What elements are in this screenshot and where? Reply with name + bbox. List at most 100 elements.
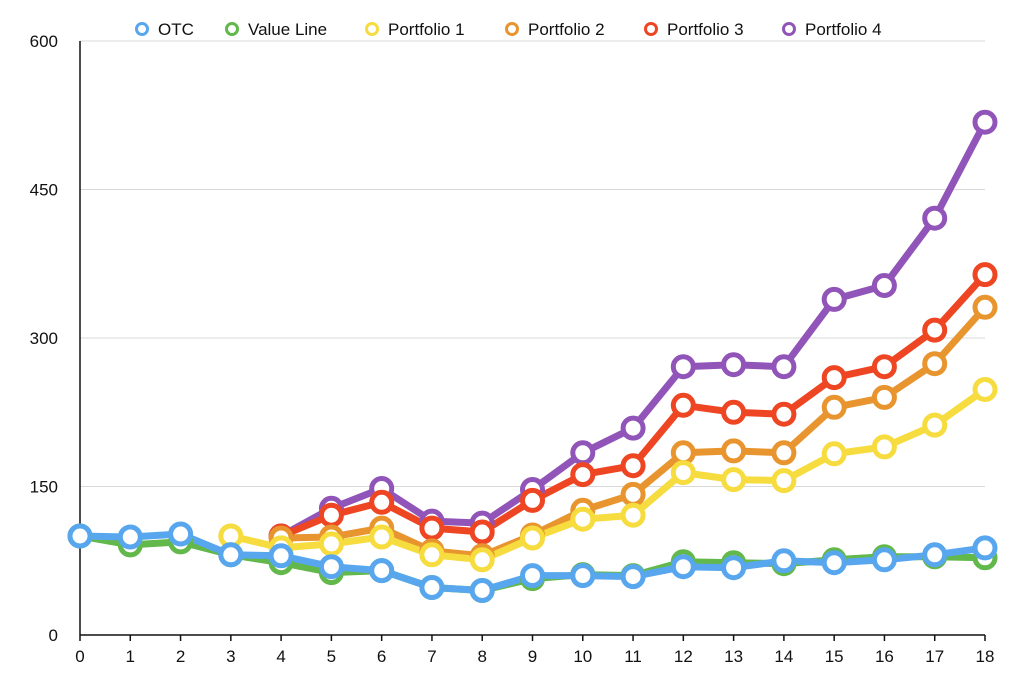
data-point-portfolio-2 xyxy=(871,384,897,410)
data-point-portfolio-2 xyxy=(922,351,948,377)
data-point-portfolio-3 xyxy=(670,392,696,418)
legend-item-portfolio-2: Portfolio 2 xyxy=(505,20,605,39)
data-point-otc xyxy=(620,564,646,590)
data-point-portfolio-4 xyxy=(821,286,847,312)
data-point-otc xyxy=(117,524,143,550)
grid-lines xyxy=(80,40,985,487)
data-point-portfolio-1 xyxy=(871,434,897,460)
data-point-portfolio-2 xyxy=(670,440,696,466)
data-point-portfolio-4 xyxy=(972,109,998,135)
x-tick-label: 18 xyxy=(976,647,995,666)
legend-label-value-line: Value Line xyxy=(248,20,327,39)
legend-marker-value-line xyxy=(225,22,239,36)
legend-item-portfolio-4: Portfolio 4 xyxy=(782,20,882,39)
x-tick-label: 7 xyxy=(427,647,436,666)
data-point-portfolio-3 xyxy=(620,453,646,479)
data-point-otc xyxy=(871,547,897,573)
legend-marker-portfolio-4 xyxy=(782,22,796,36)
data-point-portfolio-1 xyxy=(922,412,948,438)
x-tick-label: 6 xyxy=(377,647,386,666)
data-point-portfolio-4 xyxy=(670,354,696,380)
points-otc xyxy=(67,521,998,603)
data-point-portfolio-1 xyxy=(821,441,847,467)
data-point-otc xyxy=(268,543,294,569)
x-tick-label: 10 xyxy=(573,647,592,666)
data-point-otc xyxy=(419,575,445,600)
legend-label-portfolio-3: Portfolio 3 xyxy=(667,20,744,39)
data-point-portfolio-1 xyxy=(721,467,747,493)
series-portfolio-1 xyxy=(227,386,989,564)
data-point-otc xyxy=(369,558,395,584)
y-tick-label: 300 xyxy=(30,329,58,348)
x-tick-label: 8 xyxy=(477,647,486,666)
data-point-otc xyxy=(469,578,495,603)
data-point-portfolio-3 xyxy=(871,354,897,380)
data-point-portfolio-2 xyxy=(771,440,797,466)
legend-item-otc: OTC xyxy=(135,20,194,39)
legend-marker-portfolio-2 xyxy=(505,22,519,36)
data-point-portfolio-4 xyxy=(771,354,797,380)
legend-item-value-line: Value Line xyxy=(225,20,327,39)
legend-label-portfolio-1: Portfolio 1 xyxy=(388,20,465,39)
data-point-portfolio-2 xyxy=(620,481,646,507)
x-tick-label: 4 xyxy=(276,647,285,666)
y-tick-label: 450 xyxy=(30,181,58,200)
data-point-otc xyxy=(922,542,948,568)
y-tick-label: 0 xyxy=(49,626,58,645)
legend-label-portfolio-2: Portfolio 2 xyxy=(528,20,605,39)
data-point-portfolio-1 xyxy=(469,547,495,573)
x-tick-label: 13 xyxy=(724,647,743,666)
y-tick-label: 150 xyxy=(30,478,58,497)
data-point-portfolio-4 xyxy=(620,415,646,441)
data-point-portfolio-4 xyxy=(922,205,948,231)
legend-item-portfolio-3: Portfolio 3 xyxy=(644,20,744,39)
data-point-portfolio-3 xyxy=(369,489,395,515)
data-point-otc xyxy=(670,554,696,580)
data-point-otc xyxy=(218,542,244,568)
data-point-otc xyxy=(318,554,344,580)
data-point-portfolio-3 xyxy=(419,515,445,541)
data-point-portfolio-1 xyxy=(318,531,344,557)
series-points xyxy=(67,109,998,603)
x-tick-label: 15 xyxy=(825,647,844,666)
data-point-portfolio-3 xyxy=(469,519,495,545)
data-point-portfolio-3 xyxy=(318,502,344,528)
x-tick-label: 0 xyxy=(75,647,84,666)
data-point-portfolio-1 xyxy=(670,460,696,486)
legend: OTC Value Line Portfolio 1 Portfolio 2 Portf… xyxy=(135,20,882,39)
data-point-portfolio-3 xyxy=(520,487,545,513)
data-point-portfolio-1 xyxy=(620,502,646,528)
series-lines xyxy=(76,118,989,594)
x-tick-label: 17 xyxy=(925,647,944,666)
data-point-portfolio-1 xyxy=(369,524,395,550)
data-point-otc xyxy=(721,555,747,581)
points-portfolio-4 xyxy=(268,109,998,549)
legend-label-otc: OTC xyxy=(158,20,194,39)
y-tick-label: 600 xyxy=(30,32,58,51)
data-point-portfolio-1 xyxy=(570,506,596,532)
data-point-portfolio-1 xyxy=(419,542,445,568)
data-point-otc xyxy=(570,563,596,589)
data-point-portfolio-2 xyxy=(821,394,847,420)
x-tick-label: 2 xyxy=(176,647,185,666)
legend-marker-portfolio-3 xyxy=(644,22,658,36)
x-tick-label: 3 xyxy=(226,647,235,666)
data-point-otc xyxy=(821,550,847,576)
data-point-otc xyxy=(520,563,545,589)
x-tick-label: 16 xyxy=(875,647,894,666)
data-point-portfolio-4 xyxy=(721,352,747,378)
data-point-portfolio-4 xyxy=(570,440,596,466)
data-point-portfolio-3 xyxy=(922,317,948,343)
data-point-portfolio-1 xyxy=(972,377,998,402)
x-tick-label: 9 xyxy=(528,647,537,666)
data-point-portfolio-1 xyxy=(520,525,545,551)
legend-marker-portfolio-1 xyxy=(365,22,379,36)
x-tick-label: 11 xyxy=(624,647,642,666)
x-tick-label: 14 xyxy=(774,647,793,666)
legend-label-portfolio-4: Portfolio 4 xyxy=(805,20,882,39)
x-tick-labels: 0 1 2 3 4 5 6 7 8 9 10 11 12 13 14 15 16 17 18 xyxy=(75,647,994,666)
y-tick-labels: 0 150 300 450 600 xyxy=(30,32,58,645)
x-tick-label: 12 xyxy=(674,647,693,666)
legend-marker-otc xyxy=(135,22,149,36)
